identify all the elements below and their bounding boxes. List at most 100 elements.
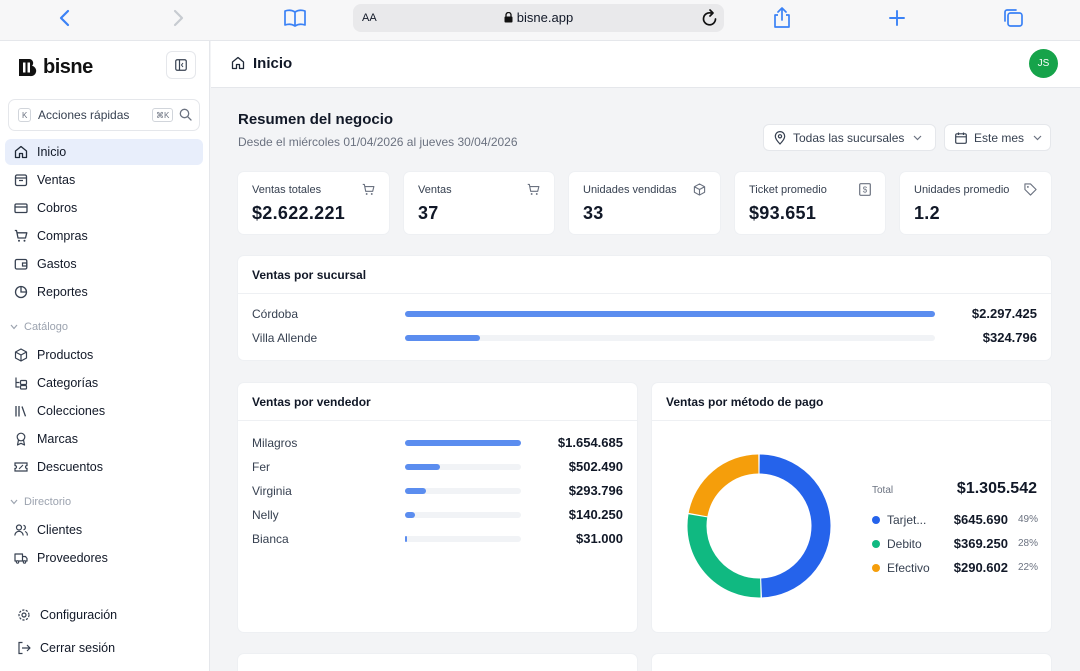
orders-card — [652, 654, 1051, 671]
sidebar-item-colecciones[interactable]: Colecciones — [5, 398, 203, 424]
branch-sales-card: Ventas por sucursal Córdoba $2.297.425 V… — [238, 256, 1051, 360]
legend-percent: 22% — [1017, 562, 1038, 573]
branch-value: $324.796 — [982, 330, 1037, 345]
quick-actions-button[interactable]: K Acciones rápidas ⌘K — [8, 99, 200, 131]
brand-logo[interactable]: bisne — [18, 56, 93, 79]
bar-track — [405, 488, 521, 494]
sidebar-item-clientes[interactable]: Clientes — [5, 517, 203, 543]
tag-icon — [1024, 183, 1037, 201]
branch-filter-label: Todas las sucursales — [793, 130, 905, 145]
svg-text:$: $ — [863, 186, 868, 195]
forward-icon[interactable] — [166, 7, 192, 29]
legend-value: $645.690 — [953, 512, 1008, 527]
page-title: Inicio — [253, 55, 293, 72]
sidebar-item-marcas[interactable]: Marcas — [5, 426, 203, 452]
home-icon — [231, 56, 245, 75]
summary-title: Resumen del negocio — [238, 111, 394, 128]
share-icon[interactable] — [769, 7, 795, 29]
sidebar-item-cobros[interactable]: Cobros — [5, 195, 203, 221]
tabs-icon[interactable] — [1000, 7, 1026, 29]
receipt-icon: $ — [859, 183, 871, 201]
donut-slice-1[interactable] — [687, 514, 761, 598]
address-bar[interactable]: AA bisne.app — [353, 4, 724, 32]
donut-slice-2[interactable] — [688, 454, 759, 517]
branch-filter[interactable]: Todas las sucursales — [763, 124, 936, 151]
legend-label: Efectivo — [887, 561, 930, 575]
library-icon — [13, 403, 29, 419]
sidebar-item-proveedores[interactable]: Proveedores — [5, 545, 203, 571]
recent-sales-card — [238, 654, 637, 671]
browser-toolbar: AA bisne.app — [0, 0, 1080, 41]
sidebar-item-descuentos[interactable]: Descuentos — [5, 454, 203, 480]
sidebar-item-label: Clientes — [37, 523, 83, 537]
reload-icon[interactable] — [701, 8, 719, 33]
seller-value: $140.250 — [568, 507, 623, 522]
sidebar-item-label: Marcas — [37, 432, 78, 446]
stat-label: Ticket promedio — [749, 184, 827, 196]
box-icon — [13, 347, 29, 363]
chevron-down-icon — [10, 324, 18, 330]
payment-donut-chart — [687, 454, 831, 598]
bar-fill — [405, 464, 441, 470]
settings-link[interactable]: Configuración — [8, 602, 206, 628]
new-tab-icon[interactable] — [884, 7, 910, 29]
donut-slice-0[interactable] — [759, 454, 831, 598]
section-label: Directorio — [24, 496, 72, 508]
section-directorio[interactable]: Directorio — [10, 496, 71, 508]
logout-link[interactable]: Cerrar sesión — [8, 635, 206, 661]
card-icon — [13, 200, 29, 216]
seller-name: Nelly — [252, 508, 279, 522]
branch-value: $2.297.425 — [971, 306, 1037, 321]
stat-value: 37 — [418, 203, 439, 223]
branch-name: Córdoba — [252, 307, 299, 321]
cart-icon — [362, 183, 375, 201]
legend-dot — [872, 564, 880, 572]
section-catalogo[interactable]: Catálogo — [10, 321, 68, 333]
sidebar-item-categorias[interactable]: Categorías — [5, 370, 203, 396]
bookmarks-icon[interactable] — [282, 7, 308, 29]
cart-icon — [527, 183, 540, 201]
sidebar: bisne K Acciones rápidas ⌘K Inicio Venta… — [0, 41, 210, 671]
text-size-button[interactable]: AA — [362, 12, 377, 24]
seller-name: Virginia — [252, 484, 292, 498]
bar-fill — [405, 512, 415, 518]
stat-value: 1.2 — [914, 203, 940, 223]
seller-value: $293.796 — [568, 483, 623, 498]
stat-value: 33 — [583, 203, 604, 223]
ticket-icon — [13, 459, 29, 475]
legend-dot — [872, 516, 880, 524]
sidebar-item-productos[interactable]: Productos — [5, 342, 203, 368]
section-label: Catálogo — [24, 321, 69, 333]
sidebar-item-label: Ventas — [37, 173, 76, 187]
sidebar-item-label: Proveedores — [37, 551, 108, 565]
divider — [238, 420, 637, 421]
chart-icon — [13, 284, 29, 300]
back-icon[interactable] — [51, 7, 77, 29]
users-icon — [13, 522, 29, 538]
seller-name: Fer — [252, 460, 270, 474]
stat-label: Unidades vendidas — [583, 184, 677, 196]
sidebar-item-gastos[interactable]: Gastos — [5, 251, 203, 277]
seller-value: $502.490 — [568, 459, 623, 474]
sidebar-item-compras[interactable]: Compras — [5, 223, 203, 249]
legend-percent: 49% — [1017, 514, 1038, 525]
branch-name: Villa Allende — [252, 331, 318, 345]
calendar-icon — [955, 132, 967, 144]
stat-label: Unidades promedio — [914, 184, 1010, 196]
avatar[interactable]: JS — [1029, 49, 1058, 78]
chevron-down-icon — [913, 135, 922, 141]
logout-icon — [16, 640, 32, 656]
stat-value: $93.651 — [749, 203, 817, 223]
sidebar-item-inicio[interactable]: Inicio — [5, 139, 203, 165]
branch-row: Córdoba $2.297.425 — [252, 305, 1037, 323]
collapse-sidebar-button[interactable] — [166, 51, 196, 79]
stat-card-unidades-vendidas: Unidades vendidas 33 — [569, 172, 720, 234]
brand-name: bisne — [43, 56, 93, 78]
legend-label: Tarjet... — [887, 513, 927, 527]
period-filter[interactable]: Este mes — [944, 124, 1051, 151]
sidebar-item-label: Descuentos — [37, 460, 104, 474]
sidebar-item-ventas[interactable]: Ventas — [5, 167, 203, 193]
sidebar-item-reportes[interactable]: Reportes — [5, 279, 203, 305]
legend-label: Debito — [887, 537, 922, 551]
bar-fill — [405, 488, 426, 494]
